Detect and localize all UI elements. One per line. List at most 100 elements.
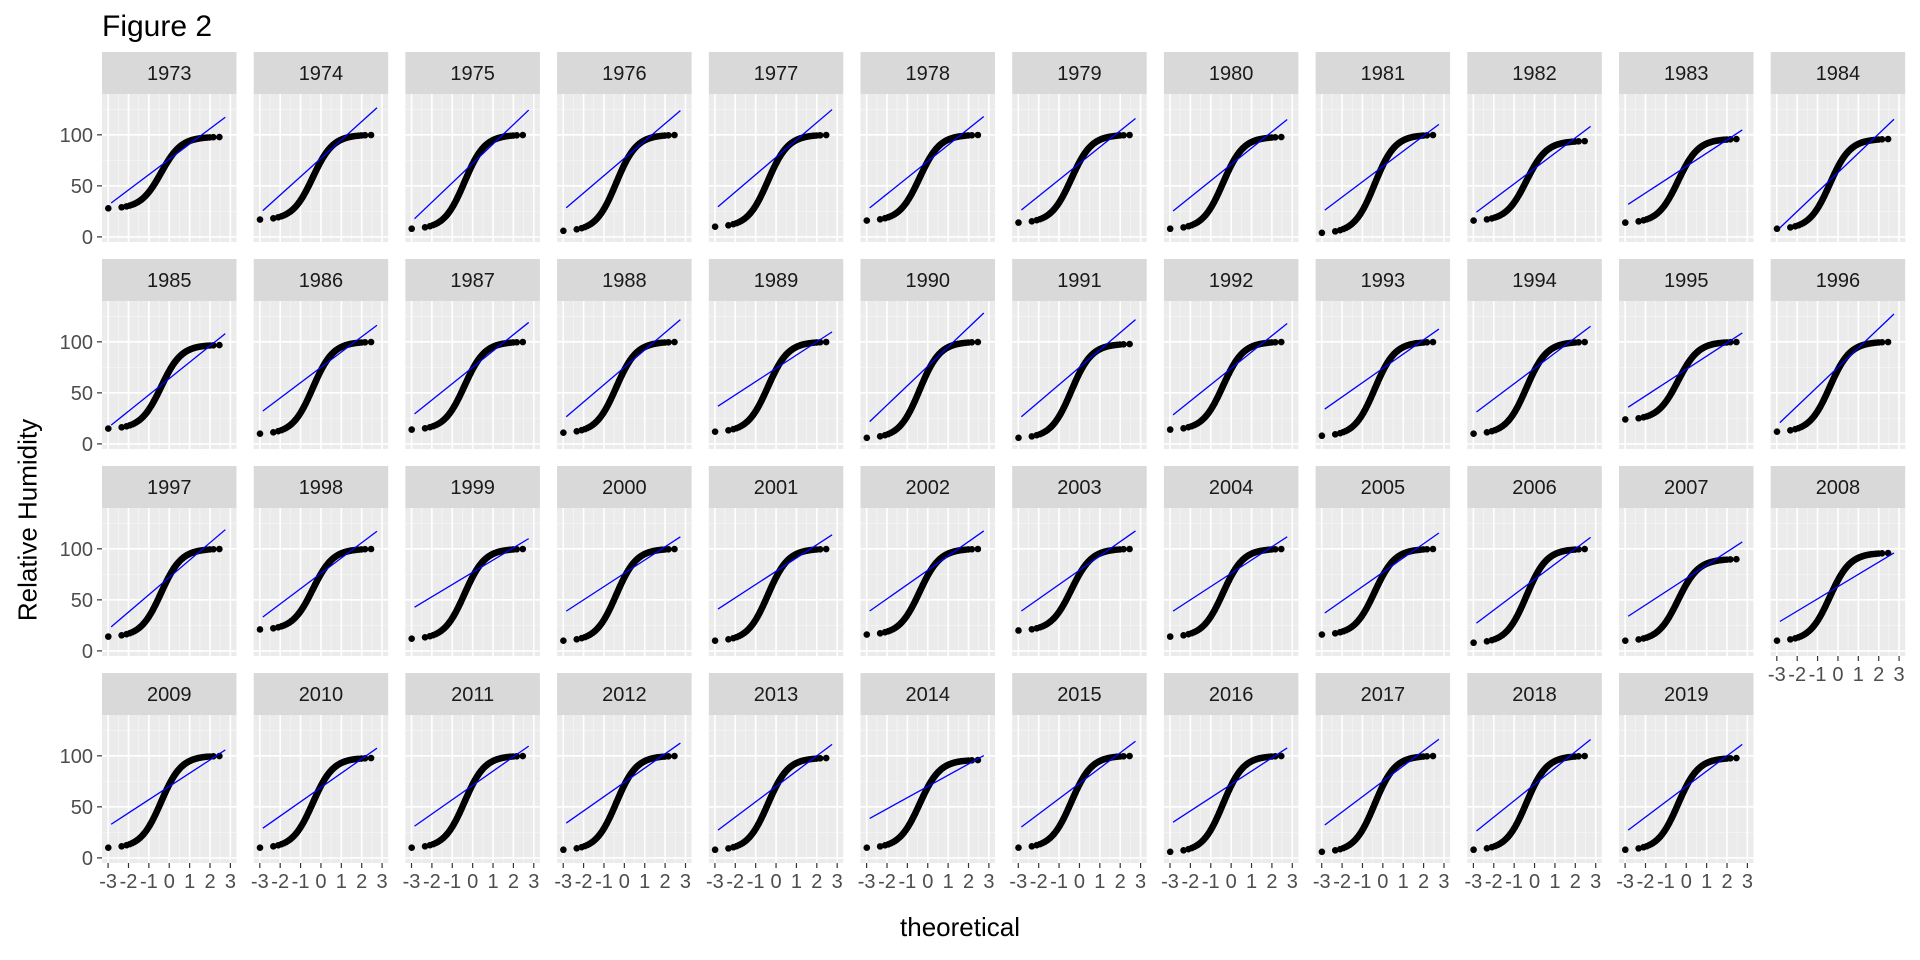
facet-label: 1996 — [1816, 270, 1861, 292]
qq-point — [408, 635, 415, 642]
facet-strip — [708, 52, 844, 94]
qq-point — [1423, 131, 1431, 139]
qq-point — [216, 133, 223, 141]
qq-point — [560, 227, 567, 235]
qq-point — [421, 224, 429, 231]
facet-label: 1982 — [1512, 63, 1557, 85]
facet-strip — [1467, 52, 1602, 94]
qq-point — [256, 626, 264, 633]
facet-label: 1991 — [1057, 270, 1102, 292]
qq-point — [711, 637, 719, 644]
qq-point — [822, 545, 830, 553]
qq-point — [1318, 631, 1326, 638]
qq-point — [210, 545, 217, 553]
qq-point — [725, 222, 732, 229]
qq-reference-line — [869, 115, 985, 209]
facet-strip — [557, 52, 692, 94]
qq-point — [876, 215, 884, 223]
facet-label: 1984 — [1816, 63, 1861, 85]
qq-reference-line — [414, 109, 530, 220]
qq-point — [1575, 138, 1582, 145]
qq-reference-line — [1020, 117, 1136, 211]
chart-title: Figure 2 — [102, 10, 213, 43]
qq-point — [711, 223, 719, 230]
facet-label: 1983 — [1664, 63, 1709, 85]
facet-label: 1995 — [1664, 270, 1709, 292]
facet-label: 1975 — [450, 63, 495, 85]
qq-point — [519, 131, 527, 139]
qq-point — [1166, 633, 1174, 640]
qq-point — [367, 545, 375, 553]
qq-point — [1120, 341, 1127, 348]
qq-point — [863, 631, 871, 638]
qq-point — [1271, 338, 1279, 346]
facet-label: 1992 — [1209, 270, 1254, 292]
qq-point — [1635, 218, 1642, 225]
qq-point — [1423, 338, 1431, 346]
y-tick-label: 100 — [60, 332, 93, 354]
qq-point — [270, 214, 277, 222]
qq-point — [968, 338, 976, 346]
qq-point — [367, 131, 375, 139]
qq-reference-line — [262, 107, 378, 212]
qq-point — [1581, 338, 1588, 346]
qq-point — [1621, 637, 1629, 644]
facet-label: 1990 — [906, 270, 951, 292]
qq-point — [560, 637, 567, 644]
qq-point — [1621, 219, 1629, 226]
facet-label: 2005 — [1361, 477, 1406, 499]
qq-point — [1429, 131, 1437, 139]
qq-point — [1015, 219, 1022, 226]
facet-label: 2000 — [602, 477, 647, 499]
qq-point — [1773, 225, 1781, 233]
qq-reference-line — [1324, 123, 1440, 211]
qq-point — [863, 434, 871, 442]
qq-point — [816, 545, 824, 553]
facet-label: 2007 — [1664, 477, 1709, 499]
qq-point — [1884, 338, 1892, 346]
qq-reference-line — [1476, 125, 1591, 213]
facet-strip — [860, 52, 995, 94]
qq-point — [1166, 426, 1174, 433]
qq-point — [1773, 428, 1781, 435]
qq-point — [1271, 545, 1279, 553]
facet-label: 1977 — [754, 63, 799, 85]
qq-point — [671, 545, 678, 553]
facet-label: 1974 — [299, 63, 344, 85]
qq-reference-line — [1172, 119, 1288, 212]
qq-point — [256, 430, 264, 437]
qq-point — [560, 429, 567, 436]
qq-point — [1015, 434, 1022, 442]
qq-point — [1470, 217, 1477, 224]
qq-point — [974, 338, 982, 346]
qq-point — [256, 216, 264, 223]
qq-point — [1277, 338, 1285, 346]
qq-point — [1126, 131, 1133, 139]
facet-label: 1999 — [450, 477, 495, 499]
qq-point — [1015, 627, 1022, 634]
y-tick-label: 100 — [60, 539, 93, 561]
qq-point — [863, 217, 871, 224]
facet-label: 1988 — [602, 270, 647, 292]
qq-point — [1126, 340, 1133, 348]
facet-label: 1978 — [906, 63, 951, 85]
qq-point — [513, 338, 521, 346]
qq-point — [1621, 416, 1629, 423]
qq-point — [711, 428, 719, 435]
facet-strip — [405, 52, 540, 94]
facet-label: 1997 — [147, 477, 192, 499]
facet-label: 1979 — [1057, 63, 1102, 85]
qq-point — [361, 131, 369, 139]
qq-points — [1166, 133, 1285, 233]
qq-point — [1878, 136, 1886, 143]
qq-point — [1581, 137, 1588, 145]
qq-point — [822, 338, 830, 346]
qq-point — [1277, 545, 1285, 553]
facet-label: 2004 — [1209, 477, 1254, 499]
y-tick-label: 0 — [82, 641, 93, 663]
qq-point — [513, 131, 521, 139]
qq-point — [974, 545, 982, 553]
y-tick-label: 50 — [71, 590, 93, 612]
y-tick-label: 50 — [71, 176, 93, 198]
qq-point — [1423, 545, 1431, 553]
